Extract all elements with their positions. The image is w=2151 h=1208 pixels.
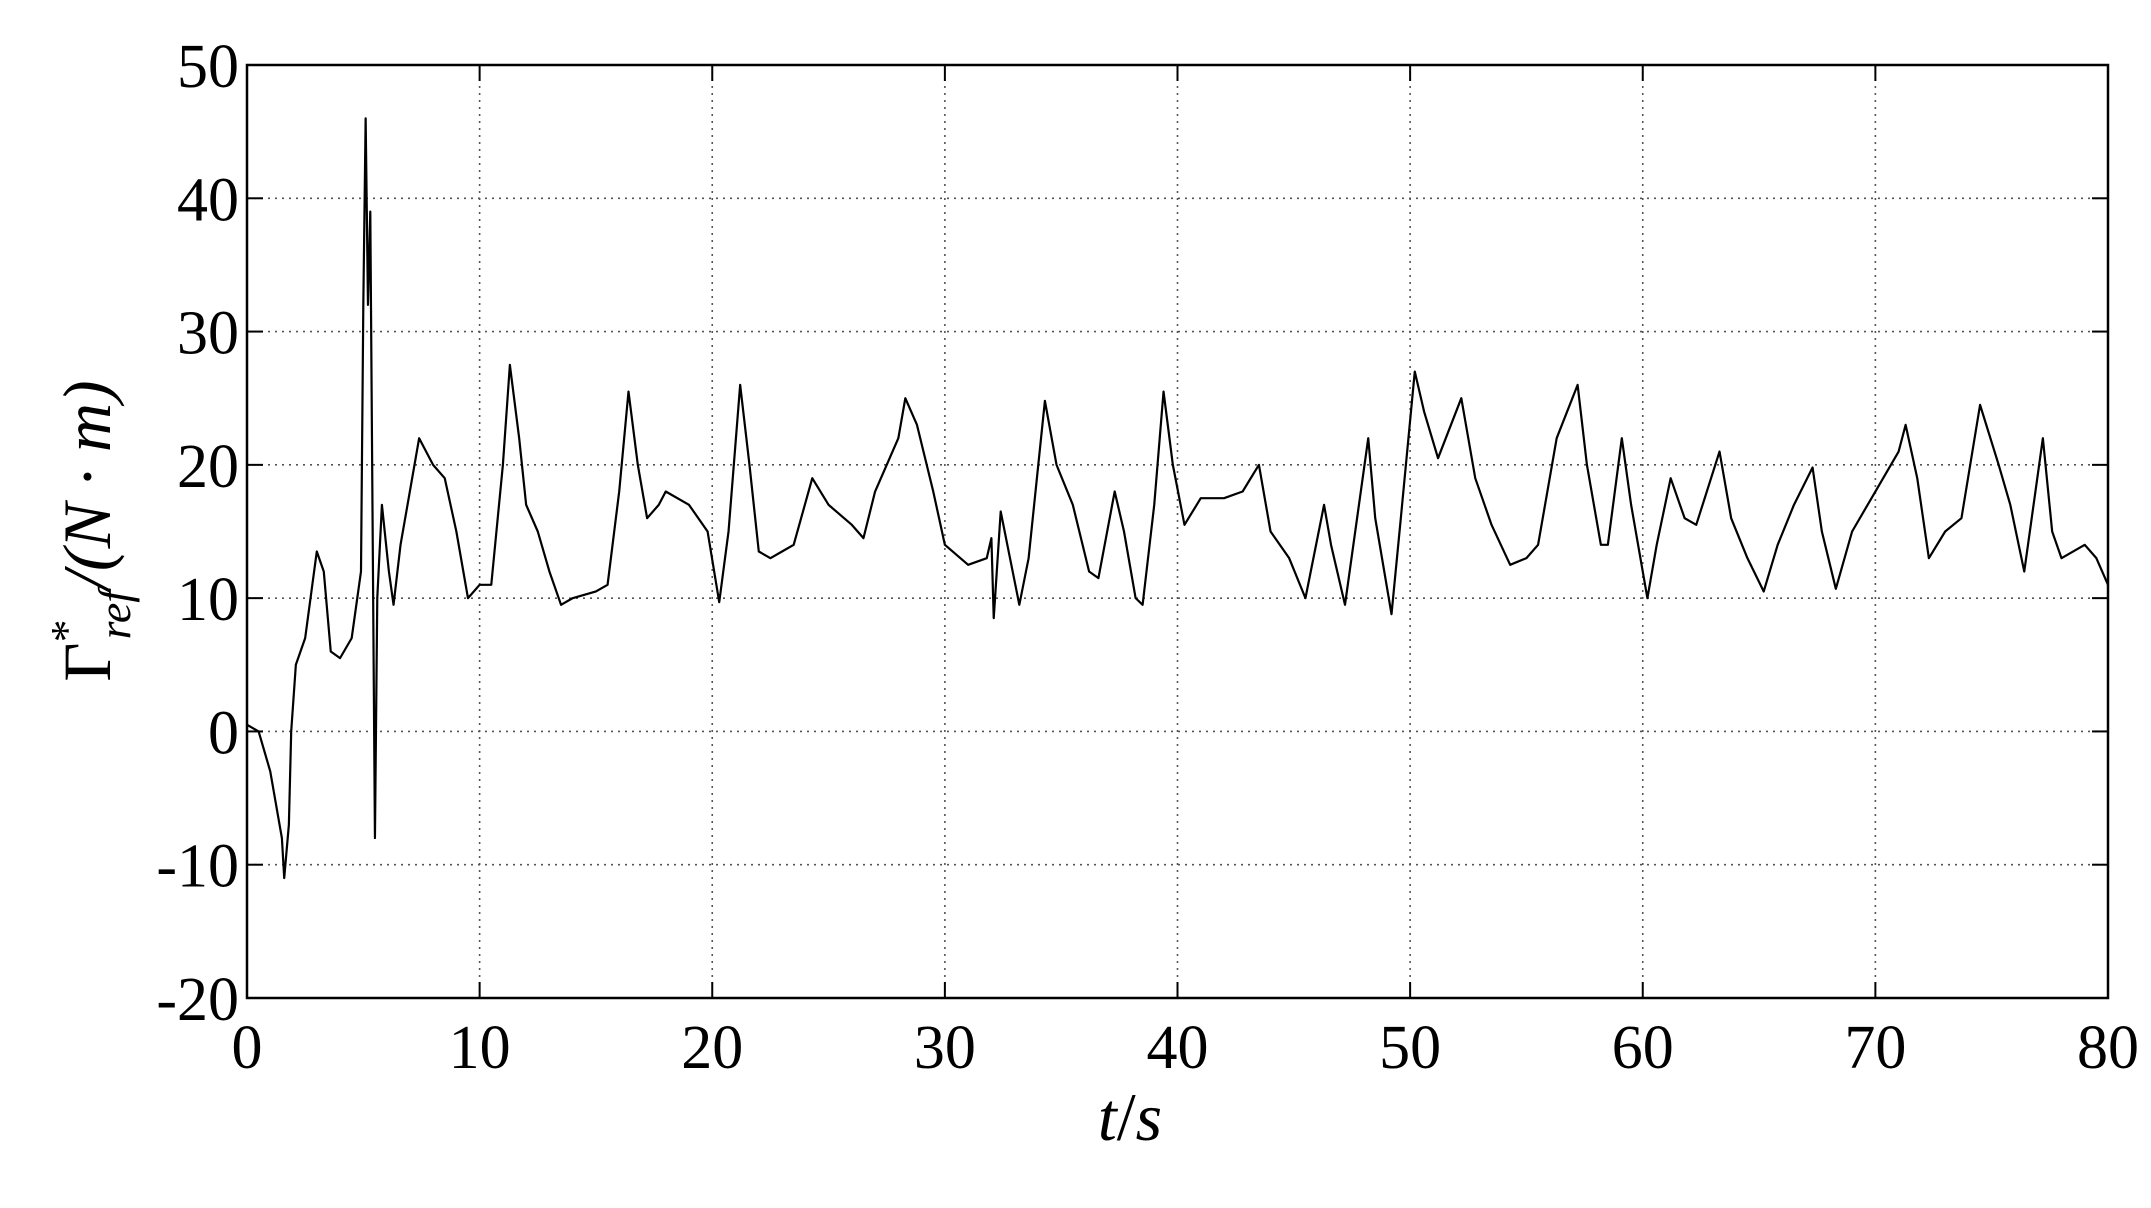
x-label-s: s bbox=[1136, 1079, 1162, 1155]
y-tick-label: 50 bbox=[177, 33, 239, 101]
x-tick-label: 30 bbox=[914, 1014, 976, 1082]
y-tick-label: 0 bbox=[208, 699, 239, 767]
x-axis-label: t/s bbox=[1098, 1079, 1162, 1155]
y-label-symbol: Γ bbox=[49, 642, 125, 681]
y-label-sub: ref bbox=[89, 584, 140, 640]
x-label-slash: / bbox=[1117, 1079, 1136, 1155]
y-label-unit: /(N · m) bbox=[49, 380, 125, 594]
data-line bbox=[246, 117, 2110, 880]
y-label-sup: * bbox=[41, 619, 92, 642]
y-tick-label: -10 bbox=[156, 833, 239, 901]
y-tick-label: 30 bbox=[177, 300, 239, 368]
x-tick-label: 80 bbox=[2077, 1014, 2139, 1082]
y-tick-label: -20 bbox=[156, 966, 239, 1034]
y-tick-label: 20 bbox=[177, 433, 239, 501]
x-tick-label: 10 bbox=[449, 1014, 511, 1082]
x-tick-label: 20 bbox=[681, 1014, 743, 1082]
x-tick-label: 40 bbox=[1147, 1014, 1209, 1082]
x-tick-label: 0 bbox=[232, 1014, 263, 1082]
y-tick-label: 40 bbox=[177, 166, 239, 234]
x-tick-label: 60 bbox=[1612, 1014, 1674, 1082]
x-tick-label: 70 bbox=[1844, 1014, 1906, 1082]
x-tick-label: 50 bbox=[1379, 1014, 1441, 1082]
y-tick-label: 10 bbox=[177, 566, 239, 634]
y-axis-label: Γ*ref/(N · m) bbox=[41, 380, 140, 681]
x-label-t: t bbox=[1098, 1079, 1119, 1155]
plot-frame bbox=[245, 63, 2110, 1000]
